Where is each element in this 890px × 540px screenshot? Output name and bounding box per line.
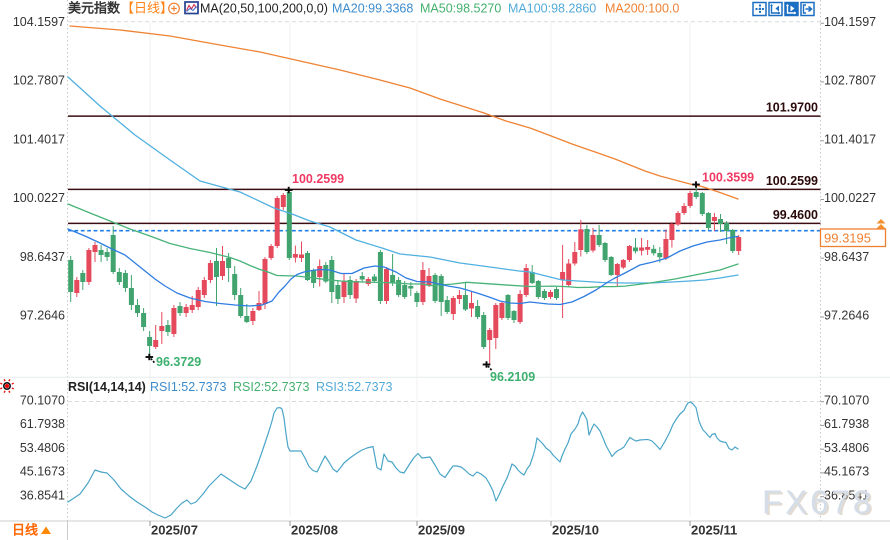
svg-text:61.7938: 61.7938: [824, 417, 869, 431]
svg-text:98.6437: 98.6437: [20, 250, 65, 264]
svg-text:104.1597: 104.1597: [824, 15, 876, 29]
svg-text:70.1070: 70.1070: [824, 393, 869, 407]
svg-text:101.4017: 101.4017: [824, 132, 876, 146]
svg-text:2025/08: 2025/08: [291, 523, 338, 538]
svg-text:日线: 日线: [12, 523, 38, 538]
svg-text:RSI(14,14,14): RSI(14,14,14): [68, 380, 146, 394]
svg-text:104.1597: 104.1597: [13, 15, 65, 29]
svg-text:102.7807: 102.7807: [824, 74, 876, 88]
svg-text:61.7938: 61.7938: [20, 417, 65, 431]
svg-text:2025/11: 2025/11: [691, 523, 737, 538]
svg-text:100.0227: 100.0227: [13, 191, 65, 205]
svg-text:2025/09: 2025/09: [418, 523, 465, 538]
svg-text:70.1070: 70.1070: [20, 393, 65, 407]
svg-text:99.3195: 99.3195: [824, 231, 871, 246]
svg-text:100.3599: 100.3599: [702, 171, 754, 185]
svg-text:99.4600: 99.4600: [773, 208, 818, 222]
svg-text:FX678: FX678: [764, 485, 876, 522]
svg-text:RSI2:52.7373: RSI2:52.7373: [233, 380, 309, 394]
svg-text:MA100:98.2860: MA100:98.2860: [508, 2, 596, 16]
svg-text:MA20:99.3368: MA20:99.3368: [332, 2, 413, 16]
svg-text:102.7807: 102.7807: [13, 74, 65, 88]
svg-text:97.2646: 97.2646: [824, 309, 869, 323]
svg-text:【日线】: 【日线】: [121, 1, 173, 16]
svg-text:100.0227: 100.0227: [824, 191, 876, 205]
svg-text:100.2599: 100.2599: [292, 172, 344, 186]
svg-text:53.4806: 53.4806: [824, 441, 869, 455]
svg-text:45.1673: 45.1673: [20, 465, 65, 479]
svg-text:101.4017: 101.4017: [13, 132, 65, 146]
svg-text:101.9700: 101.9700: [766, 101, 818, 115]
svg-text:36.8541: 36.8541: [824, 488, 869, 502]
svg-text:97.2646: 97.2646: [20, 309, 65, 323]
svg-text:MA(20,50,100,200,0,0): MA(20,50,100,200,0,0): [200, 2, 328, 16]
svg-text:53.4806: 53.4806: [20, 441, 65, 455]
svg-text:MA200:100.0: MA200:100.0: [605, 2, 679, 16]
svg-text:2025/07: 2025/07: [151, 523, 198, 538]
svg-text:RSI3:52.7373: RSI3:52.7373: [316, 380, 392, 394]
svg-text:美元指数: 美元指数: [68, 1, 121, 16]
svg-text:36.8541: 36.8541: [20, 488, 65, 502]
svg-text:MA50:98.5270: MA50:98.5270: [420, 2, 501, 16]
svg-text:100.2599: 100.2599: [766, 174, 818, 188]
svg-text:98.6437: 98.6437: [824, 250, 869, 264]
svg-text:RSI1:52.7373: RSI1:52.7373: [150, 380, 226, 394]
svg-text:2025/10: 2025/10: [552, 523, 599, 538]
svg-text:FX678: FX678: [762, 484, 874, 521]
svg-text:96.2109: 96.2109: [490, 370, 535, 384]
svg-text:45.1673: 45.1673: [824, 465, 869, 479]
svg-text:96.3729: 96.3729: [156, 355, 201, 369]
